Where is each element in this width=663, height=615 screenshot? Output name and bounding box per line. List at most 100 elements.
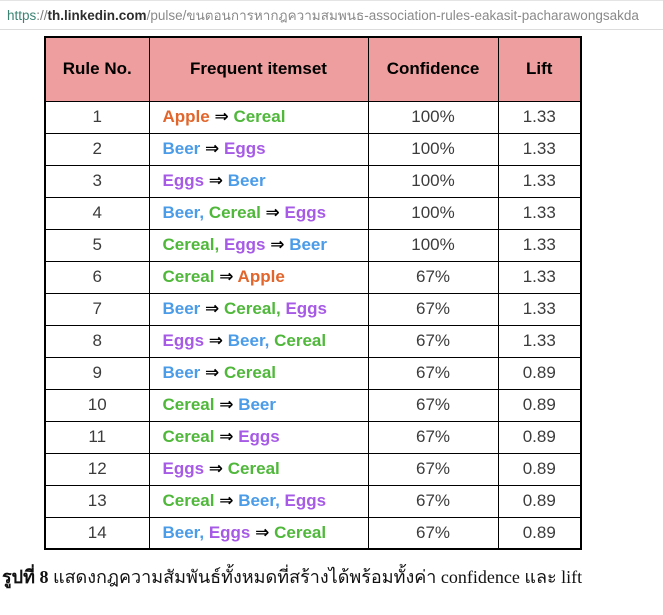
address-bar[interactable]: https://th.linkedin.com/pulse/ขนตอนการหา… — [0, 0, 663, 30]
rule-number-cell: 6 — [44, 260, 150, 294]
table-row: 5 Cereal, Eggs ⇒ Beer 100% 1.33 — [44, 228, 582, 262]
lift-cell: 0.89 — [497, 420, 582, 454]
item-eggs: Eggs — [162, 459, 205, 478]
lift-cell: 1.33 — [497, 100, 582, 134]
confidence-cell: 67% — [367, 292, 499, 326]
col-header-rule-no: Rule No. — [44, 36, 150, 102]
implies-arrow: ⇒ — [214, 395, 239, 414]
item-eggs: Eggs — [238, 427, 280, 446]
url-protocol-separator: :// — [36, 7, 48, 23]
frequent-itemset-cell: Beer ⇒ Eggs — [148, 132, 369, 166]
item-cereal: Cereal — [162, 235, 215, 254]
implies-arrow: ⇒ — [204, 171, 228, 190]
frequent-itemset-cell: Cereal ⇒ Eggs — [148, 420, 369, 454]
table-row: 12 Eggs ⇒ Cereal 67% 0.89 — [44, 452, 582, 486]
item-eggs: Eggs — [162, 331, 205, 350]
confidence-cell: 100% — [367, 132, 499, 166]
table-row: 13 Cereal ⇒ Beer, Eggs 67% 0.89 — [44, 484, 582, 518]
item-beer: Beer — [289, 235, 328, 254]
confidence-cell: 67% — [367, 420, 499, 454]
item-beer: Beer — [227, 331, 265, 350]
item-cereal: Cereal — [162, 427, 215, 446]
item-eggs: Eggs — [285, 299, 328, 318]
table-row: 2 Beer ⇒ Eggs 100% 1.33 — [44, 132, 582, 166]
table-row: 11 Cereal ⇒ Eggs 67% 0.89 — [44, 420, 582, 454]
item-separator: , — [199, 203, 209, 222]
item-eggs: Eggs — [284, 491, 327, 510]
implies-arrow: ⇒ — [250, 522, 275, 542]
item-eggs: Eggs — [224, 139, 266, 158]
item-beer: Beer — [162, 299, 201, 318]
table-body: 1 Apple ⇒ Cereal 100% 1.33 2 Beer ⇒ Eggs 100% 1… — [44, 100, 582, 550]
confidence-cell: 67% — [367, 452, 499, 486]
rule-number-cell: 3 — [44, 164, 150, 198]
association-rules-table: Rule No. Frequent itemset Confidence Lif… — [44, 36, 582, 550]
item-beer: Beer — [238, 395, 276, 414]
item-eggs: Eggs — [223, 235, 266, 254]
lift-cell: 0.89 — [497, 356, 582, 390]
confidence-cell: 100% — [367, 228, 499, 262]
implies-arrow: ⇒ — [260, 203, 285, 222]
col-header-frequent-itemset: Frequent itemset — [148, 36, 369, 102]
item-cereal: Cereal — [162, 491, 215, 510]
frequent-itemset-cell: Beer, Eggs ⇒ Cereal — [148, 516, 369, 550]
item-cereal: Cereal — [224, 299, 276, 318]
rule-number-cell: 1 — [44, 100, 150, 134]
rule-number-cell: 8 — [44, 324, 150, 358]
implies-arrow: ⇒ — [200, 363, 225, 382]
confidence-cell: 100% — [367, 164, 499, 198]
implies-arrow: ⇒ — [214, 427, 239, 446]
item-eggs: Eggs — [208, 522, 251, 542]
table-header-row: Rule No. Frequent itemset Confidence Lif… — [44, 36, 582, 102]
frequent-itemset-cell: Eggs ⇒ Cereal — [148, 452, 369, 486]
item-separator: , — [264, 331, 275, 350]
lift-cell: 1.33 — [497, 260, 582, 294]
item-cereal: Cereal — [274, 522, 327, 542]
frequent-itemset-cell: Eggs ⇒ Beer, Cereal — [148, 324, 369, 358]
figure-caption-text: แสดงกฎความสัมพันธ์ทั้งหมดที่สร้างได้พร้อ… — [48, 567, 583, 587]
lift-cell: 1.33 — [497, 196, 582, 230]
lift-cell: 0.89 — [497, 452, 582, 486]
lift-cell: 1.33 — [497, 132, 582, 166]
item-beer: Beer — [162, 522, 200, 542]
item-separator: , — [276, 299, 286, 318]
url-protocol: https — [7, 7, 37, 23]
table-row: 9 Beer ⇒ Cereal 67% 0.89 — [44, 356, 582, 390]
figure-caption: รูปที่ 8 แสดงกฎความสัมพันธ์ทั้งหมดที่สร้… — [2, 562, 663, 591]
implies-arrow: ⇒ — [200, 299, 225, 318]
rule-number-cell: 7 — [44, 292, 150, 326]
rule-number-cell: 2 — [44, 132, 150, 166]
item-beer: Beer — [162, 139, 201, 158]
url-path: /pulse/ขนตอนการหากฎความสมพนธ-association… — [146, 8, 639, 23]
implies-arrow: ⇒ — [214, 267, 238, 286]
rule-number-cell: 11 — [44, 420, 150, 454]
item-separator: , — [199, 522, 209, 542]
item-cereal: Cereal — [162, 395, 215, 414]
table-row: 8 Eggs ⇒ Beer, Cereal 67% 1.33 — [44, 324, 582, 358]
col-header-lift: Lift — [497, 36, 582, 102]
item-eggs: Eggs — [284, 203, 327, 222]
item-cereal: Cereal — [233, 107, 286, 126]
lift-cell: 0.89 — [497, 388, 582, 422]
item-cereal: Cereal — [162, 267, 215, 286]
rule-number-cell: 10 — [44, 388, 150, 422]
table-row: 3 Eggs ⇒ Beer 100% 1.33 — [44, 164, 582, 198]
item-separator: , — [275, 491, 285, 510]
lift-cell: 1.33 — [497, 324, 582, 358]
rule-number-cell: 5 — [44, 228, 150, 262]
implies-arrow: ⇒ — [214, 491, 239, 510]
frequent-itemset-cell: Beer ⇒ Cereal — [148, 356, 369, 390]
item-beer: Beer — [238, 491, 276, 510]
item-cereal: Cereal — [208, 203, 261, 222]
lift-cell: 1.33 — [497, 292, 582, 326]
confidence-cell: 100% — [367, 100, 499, 134]
item-beer: Beer — [227, 171, 266, 190]
confidence-cell: 100% — [367, 196, 499, 230]
confidence-cell: 67% — [367, 484, 499, 518]
lift-cell: 1.33 — [497, 164, 582, 198]
lift-cell: 1.33 — [497, 228, 582, 262]
frequent-itemset-cell: Apple ⇒ Cereal — [148, 100, 369, 134]
implies-arrow: ⇒ — [204, 331, 228, 350]
item-beer: Beer — [162, 363, 201, 382]
frequent-itemset-cell: Cereal ⇒ Beer, Eggs — [148, 484, 369, 518]
